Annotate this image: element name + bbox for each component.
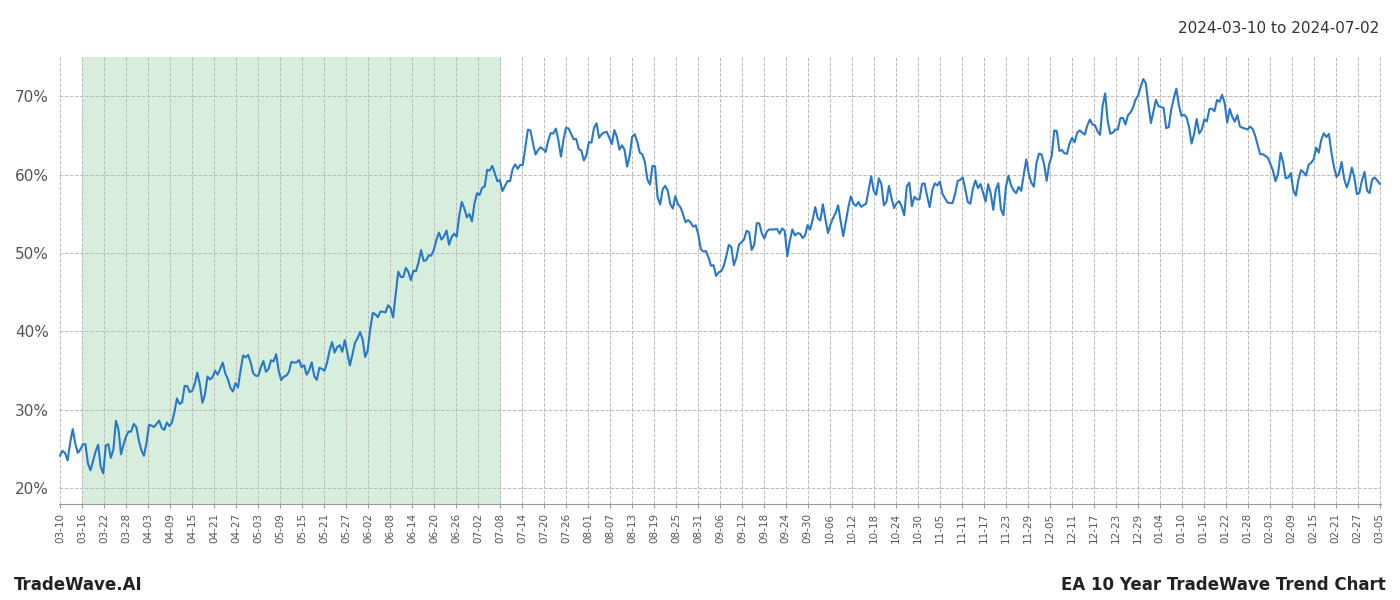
Bar: [83, 57, 500, 504]
Text: EA 10 Year TradeWave Trend Chart: EA 10 Year TradeWave Trend Chart: [1061, 576, 1386, 594]
Text: 2024-03-10 to 2024-07-02: 2024-03-10 to 2024-07-02: [1177, 21, 1379, 36]
Text: TradeWave.AI: TradeWave.AI: [14, 576, 143, 594]
